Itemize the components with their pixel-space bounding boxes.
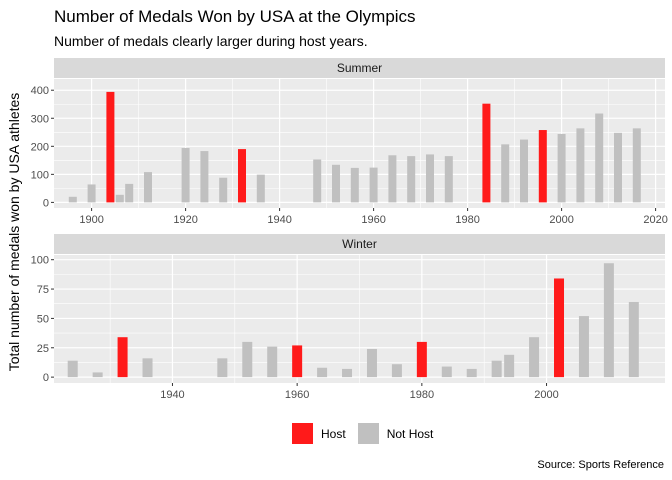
bar-summer-1908	[125, 183, 134, 203]
bar-winter-2002	[554, 278, 565, 378]
source-caption: Source: Sports Reference	[537, 459, 664, 471]
bar-summer-1900	[87, 184, 96, 203]
bar-winter-1988	[466, 368, 477, 378]
bar-summer-1952	[332, 164, 340, 203]
y-tick-label: 0	[43, 197, 49, 209]
bar-summer-1948	[313, 159, 322, 203]
bar-winter-2014	[628, 301, 639, 378]
y-tick-label: 100	[31, 255, 49, 267]
chart-title: Number of Medals Won by USA at the Olymp…	[54, 7, 416, 26]
y-tick-label: 50	[37, 313, 49, 325]
y-tick-label: 300	[31, 113, 49, 125]
x-tick-label: 1980	[455, 214, 479, 226]
bar-winter-1936	[142, 358, 153, 378]
bar-winter-1972	[366, 348, 377, 378]
facet-strip-label-summer: Summer	[337, 61, 382, 75]
bar-summer-1920	[181, 147, 190, 203]
bar-winter-1952	[242, 341, 253, 378]
bar-summer-1906	[115, 194, 124, 203]
bar-summer-1912	[144, 172, 152, 203]
y-axis-label: Total number of medals won by USA athlet…	[6, 93, 22, 372]
bar-summer-1988	[501, 144, 510, 203]
x-tick-label: 1940	[160, 389, 184, 401]
chart-subtitle: Number of medals clearly larger during h…	[54, 33, 368, 49]
x-tick-label: 1900	[79, 214, 103, 226]
bar-winter-1928	[92, 372, 103, 378]
x-tick-label: 1960	[361, 214, 385, 226]
bar-winter-2010	[603, 263, 614, 378]
bar-winter-1994	[504, 354, 515, 378]
bar-summer-1932	[238, 149, 246, 203]
x-tick-label: 1960	[285, 389, 309, 401]
bar-winter-1980	[416, 341, 427, 378]
bar-summer-1960	[369, 167, 378, 203]
bar-winter-1932	[117, 337, 128, 378]
x-tick-label: 2020	[643, 214, 667, 226]
bar-summer-1968	[407, 156, 416, 203]
legend-swatch-not-host	[357, 423, 379, 444]
bar-summer-2016	[632, 128, 641, 203]
legend-item-host: Host	[292, 423, 346, 444]
bar-summer-1928	[219, 177, 228, 203]
bar-winter-2006	[578, 316, 589, 378]
y-tick-label: 0	[43, 372, 49, 384]
y-tick-label: 200	[31, 141, 49, 153]
facet-strip-label-winter: Winter	[342, 237, 377, 251]
bar-summer-1976	[444, 156, 453, 203]
bar-summer-1992	[520, 139, 528, 203]
chart-canvas: Total number of medals won by USA athlet…	[6, 58, 668, 401]
x-tick-label: 1940	[267, 214, 291, 226]
bar-summer-2000	[557, 133, 566, 203]
bar-summer-1896	[68, 196, 77, 203]
bar-summer-2008	[595, 113, 604, 203]
facet-strip-winter	[54, 234, 665, 254]
y-tick-label: 100	[31, 169, 49, 181]
bar-summer-1972	[426, 154, 434, 203]
x-tick-label: 2000	[549, 214, 573, 226]
bar-summer-2004	[576, 128, 585, 203]
bar-winter-1924	[67, 360, 78, 378]
bar-summer-1956	[350, 167, 359, 203]
bar-winter-1956	[267, 346, 278, 378]
legend: Host Not Host	[292, 423, 445, 444]
bar-winter-1964	[317, 367, 328, 378]
bar-winter-1968	[342, 368, 353, 378]
legend-item-not-host: Not Host	[357, 423, 434, 444]
bar-summer-1924	[200, 151, 209, 203]
legend-label-not-host: Not Host	[386, 426, 434, 441]
y-tick-label: 400	[31, 85, 49, 97]
bar-winter-1992	[491, 360, 502, 378]
y-tick-label: 75	[37, 284, 49, 296]
bar-winter-1948	[217, 358, 228, 378]
y-tick-label: 25	[37, 343, 49, 355]
legend-label-host: Host	[321, 426, 346, 441]
bar-summer-1964	[388, 155, 397, 203]
bar-winter-1984	[441, 366, 452, 378]
bar-summer-1984	[482, 103, 491, 203]
legend-swatch-host	[292, 423, 313, 444]
bar-summer-1904	[106, 91, 115, 203]
bar-winter-1998	[529, 337, 540, 378]
bar-winter-1960	[292, 345, 303, 378]
bar-summer-1936	[256, 174, 265, 203]
facet-strip-summer	[54, 58, 665, 78]
x-tick-label: 1980	[410, 389, 434, 401]
bar-summer-1996	[538, 130, 547, 203]
bar-summer-2012	[614, 132, 622, 203]
x-tick-label: 2000	[534, 389, 558, 401]
bar-winter-1976	[391, 364, 402, 378]
x-tick-label: 1920	[173, 214, 197, 226]
